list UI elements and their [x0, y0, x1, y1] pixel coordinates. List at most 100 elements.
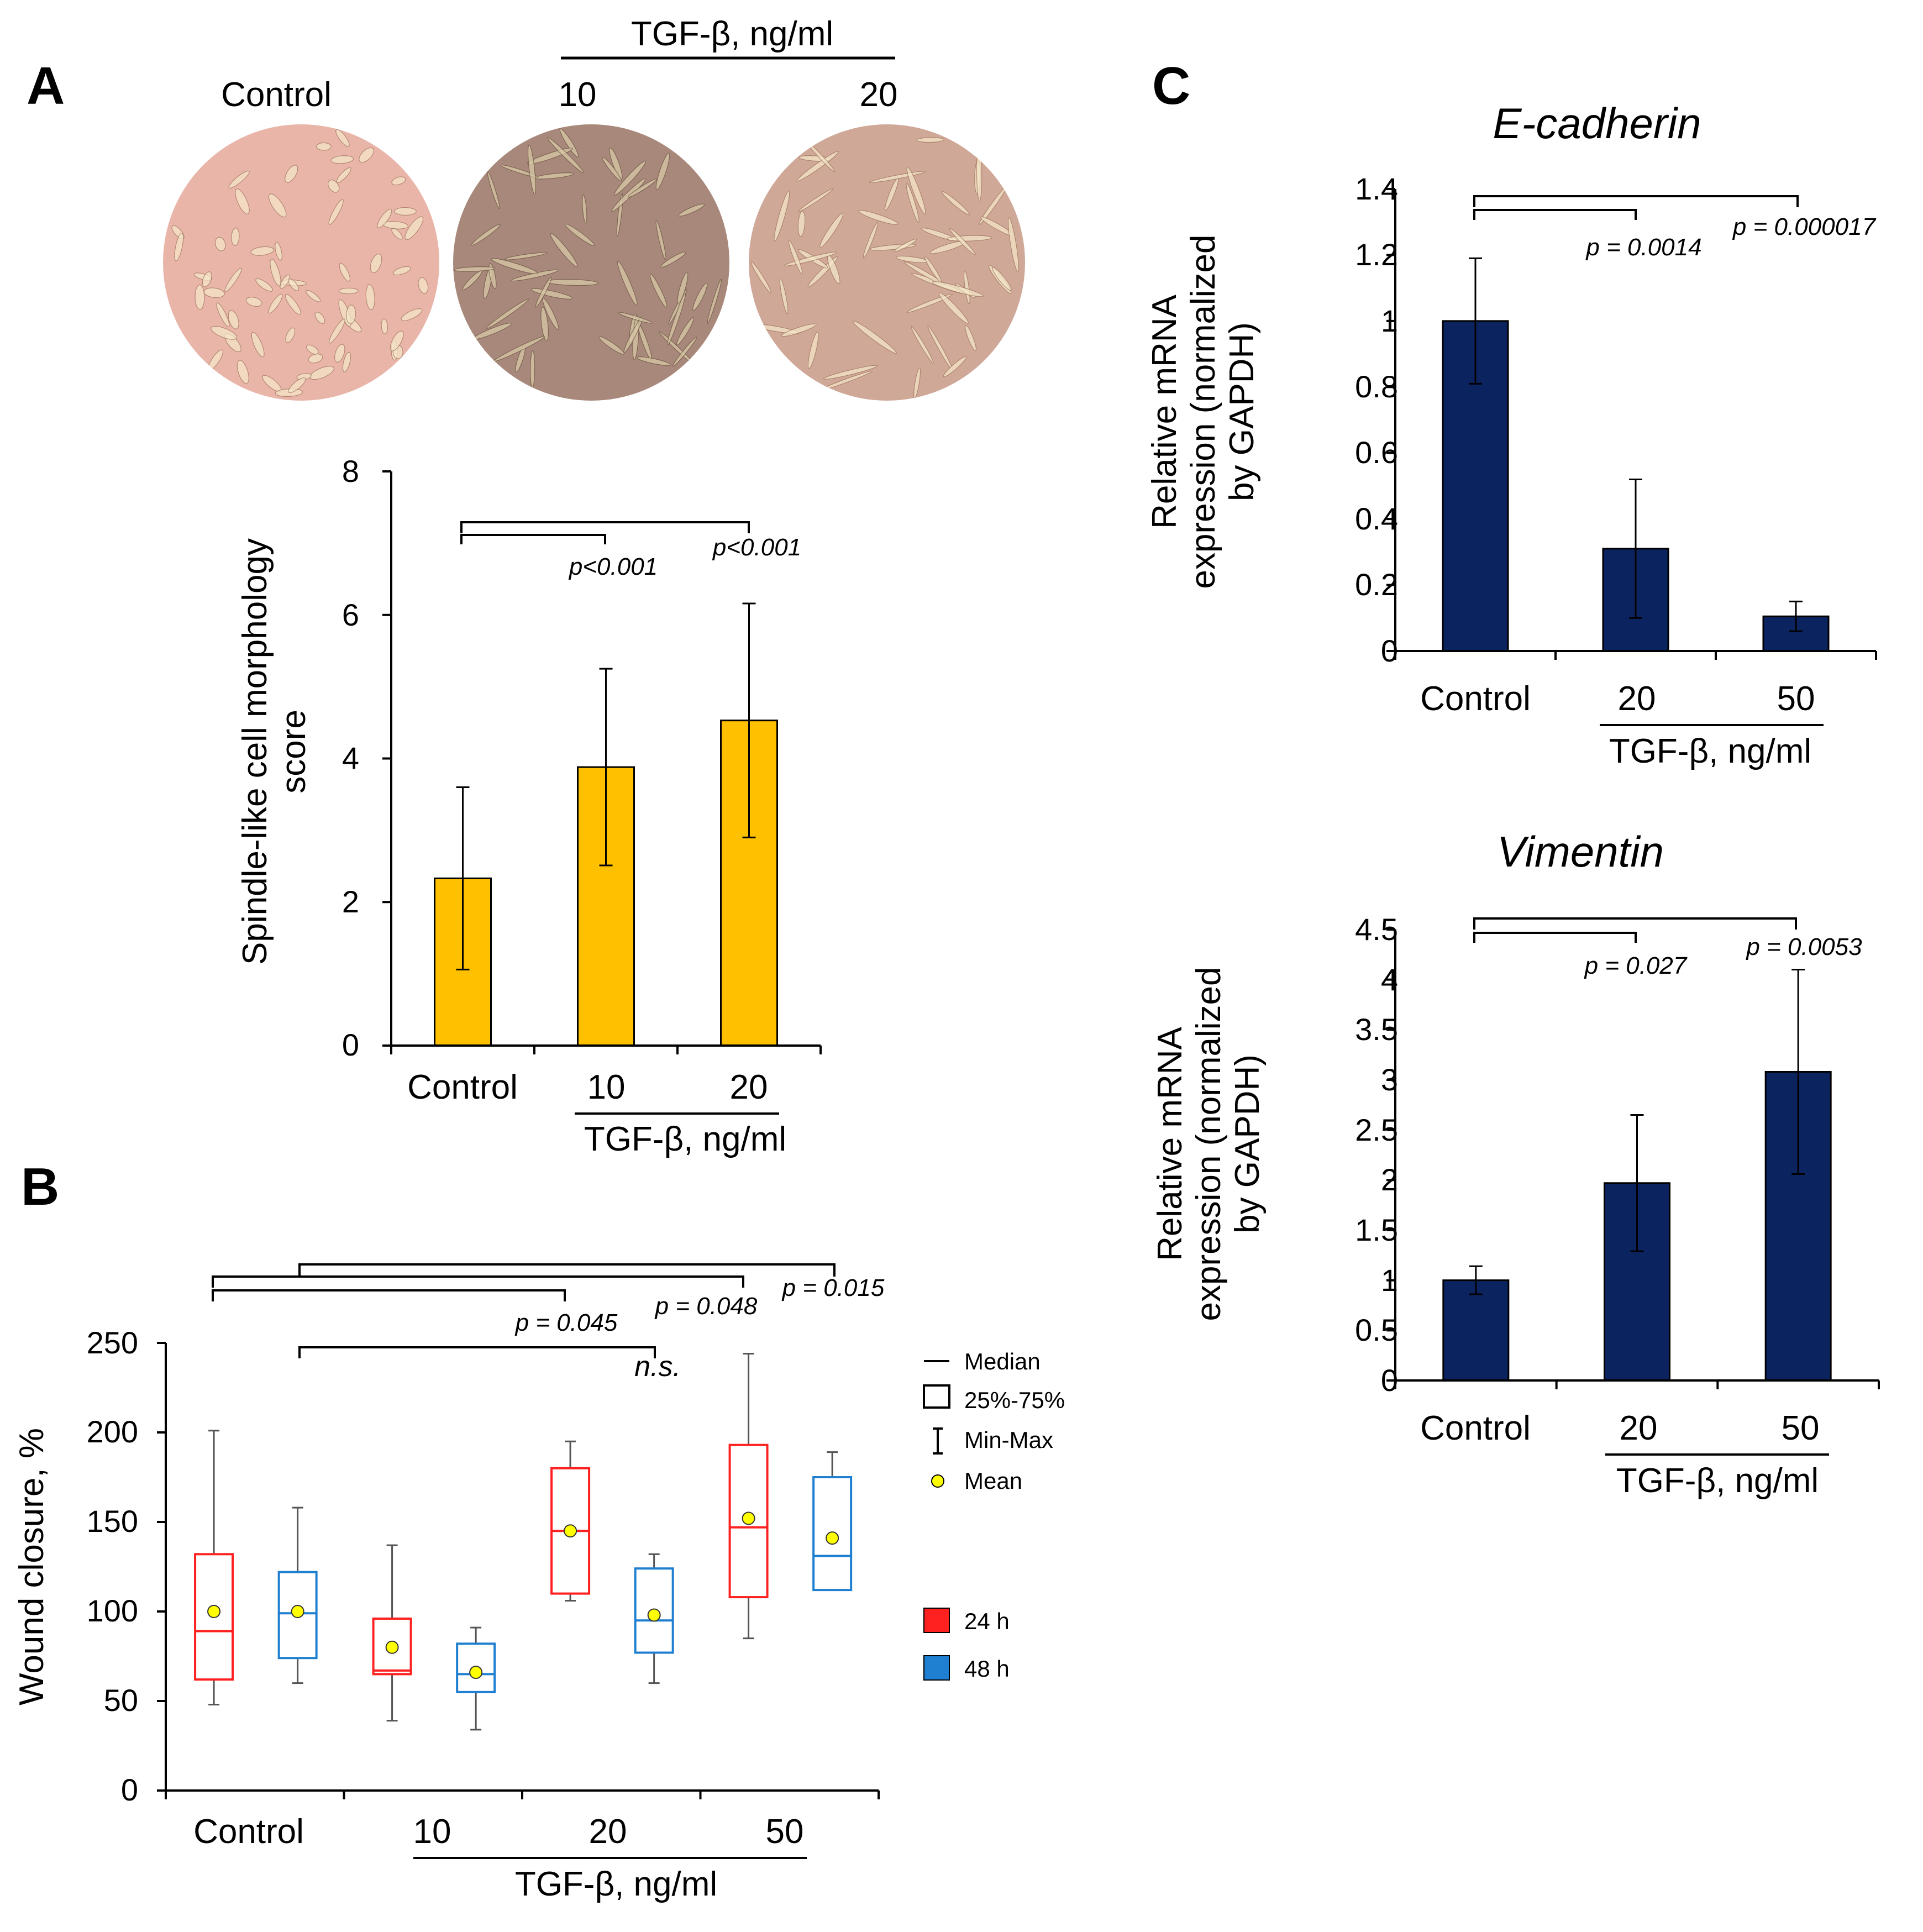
chart-b-legend: Median 25%-75% Min-Max Mean 24 h 48 h	[923, 1348, 1065, 1682]
cell-shape	[823, 365, 878, 380]
cell-shape	[237, 360, 249, 384]
chartA-errorbar-0	[456, 786, 470, 970]
chart-c1-group-label: TGF-β, ng/ml	[1609, 732, 1811, 770]
chart-c2-ylabel-line3: by GAPDH)	[1228, 1054, 1267, 1233]
micrograph-label-control: Control	[221, 76, 332, 114]
cell-shape	[627, 179, 658, 198]
cell-shape	[390, 330, 404, 351]
cell-shape	[285, 165, 298, 183]
legend-box-label: 25%-75%	[964, 1387, 1065, 1413]
cell-shape	[542, 298, 559, 330]
cell-shape	[858, 210, 899, 225]
cell-shape	[203, 287, 225, 298]
cell-shape	[941, 191, 970, 216]
chart-c1-ylabel-line3: by GAPDH)	[1223, 322, 1261, 501]
chart-c1-ylabel-line2: expression (normalized	[1184, 235, 1222, 589]
cell-shape	[692, 282, 708, 311]
chart-c2-ytick: 4	[1381, 962, 1398, 997]
legend-median-label: Median	[964, 1348, 1041, 1374]
cell-shape	[797, 211, 806, 237]
cell-shape	[707, 279, 722, 324]
cell-shape	[853, 321, 897, 354]
chartC2-errorbar-1	[1630, 1114, 1644, 1252]
legend-24h-label: 24 h	[964, 1608, 1010, 1634]
chart-c1-ytick: 0	[1381, 633, 1398, 668]
micrograph-control	[163, 124, 439, 401]
chart-b-boxes	[194, 1352, 853, 1731]
cell-shape	[796, 151, 839, 182]
cell-shape	[487, 171, 500, 209]
chart-c2-group-label: TGF-β, ng/ml	[1616, 1462, 1819, 1500]
chart-b-mean-dot	[469, 1666, 483, 1679]
chart-c1-category-20: 20	[1618, 680, 1656, 718]
chart-c2-pvalue-20: p = 0.027	[1584, 952, 1688, 979]
micrograph-tgf-10	[453, 124, 729, 401]
chart-c2-ylabel-line2: expression (normalized	[1190, 967, 1228, 1321]
cell-shape	[336, 167, 351, 183]
cell-shape	[911, 326, 934, 364]
cell-shape	[550, 233, 578, 267]
cell-shape	[328, 318, 345, 344]
cell-shape	[235, 188, 250, 215]
cell-shape	[655, 153, 670, 190]
chart-c2-ytick: 0	[1381, 1363, 1398, 1398]
cell-shape	[617, 260, 638, 306]
cell-shape	[649, 274, 668, 308]
chart-c1-ytick: 0.6	[1355, 435, 1398, 470]
chart-b-ytick: 100	[87, 1593, 138, 1628]
chart-c2-ytick: 3.5	[1355, 1012, 1398, 1047]
chart-c2-category-control: Control	[1420, 1409, 1531, 1447]
cell-shape	[462, 270, 482, 290]
legend-box-swatch	[923, 1384, 950, 1409]
chart-a-ytick: 4	[342, 741, 359, 775]
cell-shape	[365, 284, 375, 311]
chart-c1-pvalue-50: p = 0.000017	[1732, 213, 1877, 240]
panel-label-a: A	[27, 56, 65, 116]
cell-shape	[335, 129, 350, 147]
chart-c-vimentin: Vimentin 0 0.5 1 1.5 2 2.5 3 3.5 4 4.5 R…	[1151, 827, 1880, 1500]
chart-a-category-20: 20	[730, 1068, 768, 1106]
chartC1-errorbar-2	[1789, 600, 1803, 632]
chart-b-axes	[157, 1342, 880, 1799]
chart-c1-ytick: 0.4	[1355, 501, 1398, 536]
chart-b-mean-dot	[291, 1605, 304, 1618]
cell-shape	[231, 227, 240, 246]
legend-whisker-label: Min-Max	[964, 1427, 1053, 1453]
cell-shape	[251, 332, 265, 358]
cell-shape	[224, 267, 242, 292]
cell-shape	[617, 312, 653, 324]
cell-shape	[672, 337, 697, 367]
chart-b-ytick-labels: 0 50 100 150 200 250	[87, 1325, 138, 1807]
legend-mean-label: Mean	[964, 1468, 1022, 1494]
micrograph-header-label: TGF-β, ng/ml	[631, 15, 833, 53]
chart-b-whisker	[208, 1430, 220, 1705]
cell-shape	[774, 190, 790, 242]
cell-shape	[377, 208, 392, 228]
cell-shape	[547, 137, 584, 174]
cell-shape	[314, 312, 325, 324]
cell-shape	[245, 297, 262, 307]
cell-shape	[819, 213, 844, 248]
chart-c2-ytick: 0.5	[1355, 1313, 1398, 1347]
chart-c1-ylabel-line1: Relative mRNA	[1146, 294, 1184, 528]
chart-b-pvalue-50-24h: p = 0.048	[654, 1293, 758, 1320]
cell-shape	[342, 351, 351, 372]
cell-shape	[453, 266, 496, 272]
chart-c2-category-20: 20	[1620, 1409, 1658, 1447]
cell-shape	[330, 155, 354, 164]
chart-a-ylabel-line1: Spindle-like cell morphology	[236, 538, 274, 965]
chart-a-ytick: 8	[342, 454, 359, 489]
chart-a-group-label: TGF-β, ng/ml	[584, 1120, 786, 1158]
cell-shape	[894, 238, 917, 252]
cell-shape	[485, 298, 529, 329]
cell-shape	[328, 180, 340, 193]
chart-a-category-control: Control	[407, 1068, 518, 1106]
chart-a-ytick-labels: 0 2 4 6 8	[342, 454, 359, 1062]
chartA-errorbar-2	[742, 602, 756, 838]
chart-b-bracket-50-48h	[298, 1263, 836, 1277]
micrograph-control-disc	[163, 124, 439, 401]
cell-shape	[285, 327, 296, 343]
chart-b-whisker	[470, 1626, 482, 1731]
cell-shape	[381, 318, 388, 334]
chart-c1-title: E-cadherin	[1493, 99, 1701, 148]
